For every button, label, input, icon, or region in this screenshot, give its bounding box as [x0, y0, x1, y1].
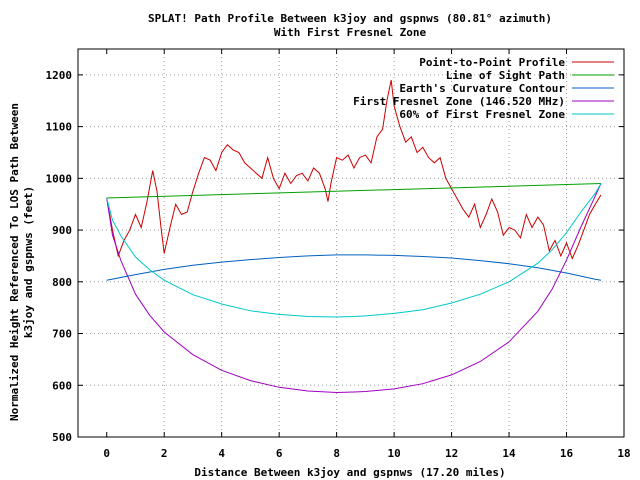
legend-label: 60% of First Fresnel Zone: [399, 108, 565, 121]
y-tick-label: 1100: [46, 121, 73, 134]
y-tick-label: 500: [52, 431, 72, 444]
chart-subtitle: With First Fresnel Zone: [274, 26, 427, 39]
y-axis-label-line-2: k3joy and gspnws (feet): [22, 186, 35, 338]
x-tick-label: 8: [333, 447, 340, 460]
y-tick-label: 600: [52, 379, 72, 392]
plot-frame: [77, 48, 625, 438]
y-tick-label: 800: [52, 276, 72, 289]
y-tick-label: 700: [52, 328, 72, 341]
y-axis-label-line-1: Normalized Height Referenced To LOS Path…: [8, 103, 21, 421]
x-axis-label: Distance Between k3joy and gspnws (17.20…: [194, 466, 505, 479]
y-axis-label: Normalized Height Referenced To LOS Path…: [8, 103, 35, 421]
y-tick-labels: 500 600 700 800 900 1000 1100 1200: [46, 69, 73, 444]
series-layer: [106, 79, 602, 394]
y-tick-label: 1200: [46, 69, 73, 82]
x-tick-label: 10: [387, 447, 400, 460]
x-tick-labels: 0 2 4 6 8 10 12 14 16 18: [103, 447, 630, 460]
tick-layer: [78, 49, 625, 438]
x-tick-label: 12: [445, 447, 458, 460]
legend-label: Line of Sight Path: [446, 69, 565, 82]
x-tick-label: 2: [161, 447, 168, 460]
legend-label: Earth's Curvature Contour: [399, 82, 565, 95]
series-line-line-of-sight-path: [106, 183, 602, 199]
x-tick-label: 4: [218, 447, 225, 460]
series-line-first-fresnel-zone-146-520-mhz: [106, 183, 602, 394]
y-tick-label: 1000: [46, 172, 73, 185]
y-tick-label: 900: [52, 224, 72, 237]
x-tick-label: 18: [617, 447, 630, 460]
series-line-60-of-first-fresnel-zone: [106, 183, 602, 318]
grid-layer: [78, 49, 624, 437]
x-tick-label: 16: [560, 447, 574, 460]
x-tick-label: 0: [103, 447, 110, 460]
chart-title: SPLAT! Path Profile Between k3joy and gs…: [148, 12, 552, 25]
x-tick-label: 14: [502, 447, 516, 460]
legend-label: Point-to-Point Profile: [419, 56, 565, 69]
legend-label: First Fresnel Zone (146.520 MHz): [353, 95, 565, 108]
series-line-earth-s-curvature-contour: [106, 254, 602, 281]
x-tick-label: 6: [276, 447, 283, 460]
series-line-point-to-point-profile: [106, 79, 602, 260]
